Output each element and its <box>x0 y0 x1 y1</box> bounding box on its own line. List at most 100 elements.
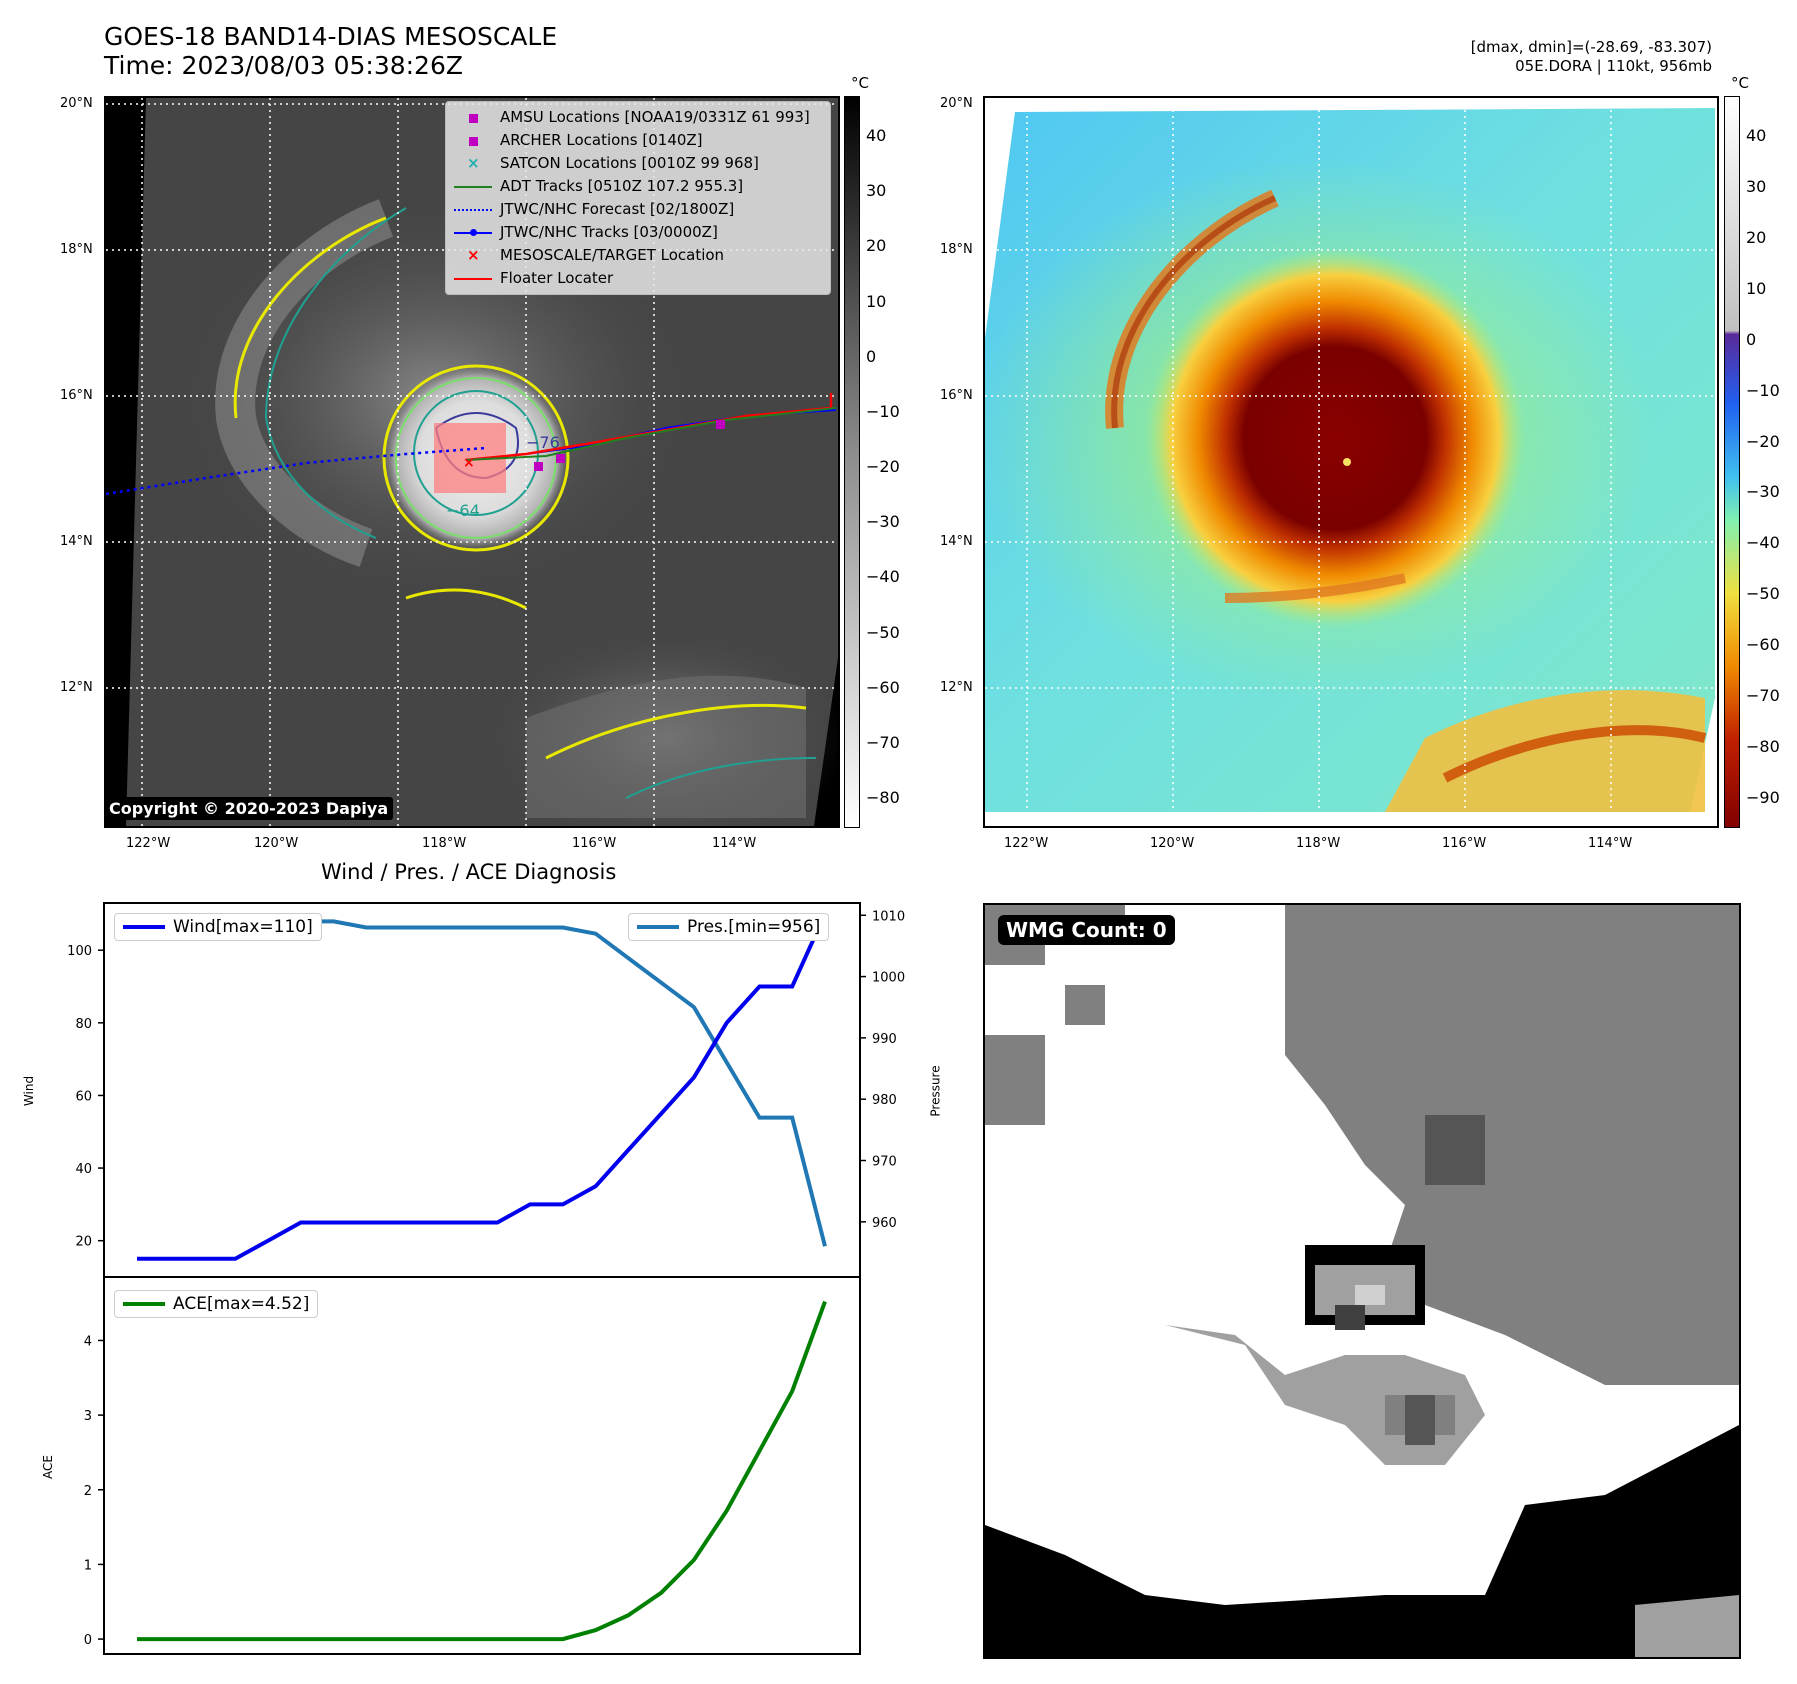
colorbar-tick-label: 30 <box>866 181 887 201</box>
diagnosis-chart-svg: 20 40 60 80 100 960 970 980 990 1000 1010 0 1 2 3 4 <box>67 902 905 1655</box>
right-colorbar <box>1724 96 1740 828</box>
lon-label: 122°W <box>1004 836 1049 851</box>
pressure-tick-label: 1010 <box>872 909 905 924</box>
title-line-1: GOES-18 BAND14-DIAS MESOSCALE <box>104 22 558 51</box>
lon-label: 116°W <box>572 836 617 851</box>
wind-legend: Wind[max=110] <box>114 913 322 941</box>
colorbar-tick-label: −40 <box>1746 533 1780 553</box>
left-map-panel: −64 −76 × <box>104 96 840 828</box>
wind-tick-label: 40 <box>75 1162 92 1177</box>
colorbar-tick-label: 0 <box>1746 329 1757 349</box>
colorbar-tick-label: 10 <box>866 291 887 311</box>
lon-label: 118°W <box>422 836 467 851</box>
ace-tick-label: 1 <box>84 1558 92 1573</box>
title-line-2: Time: 2023/08/03 05:38:26Z <box>104 51 463 80</box>
colorbar-tick-label: −30 <box>1746 482 1780 502</box>
legend-item: × MESOSCALE/TARGET Location <box>454 244 822 267</box>
lon-label: 116°W <box>1442 836 1487 851</box>
line-icon <box>454 273 492 285</box>
line-icon <box>454 181 492 193</box>
contour-label-76: −76 <box>526 433 560 452</box>
pressure-tick-label: 970 <box>872 1155 897 1170</box>
legend-label: SATCON Locations [0010Z 99 968] <box>500 154 759 172</box>
colorbar-tick-label: −60 <box>866 677 900 697</box>
lat-label: 14°N <box>940 534 973 549</box>
left-colorbar <box>844 96 860 828</box>
lon-label: 114°W <box>712 836 757 851</box>
pressure-axis-label: Pressure <box>928 1065 943 1117</box>
legend-label: JTWC/NHC Forecast [02/1800Z] <box>500 200 735 218</box>
right-map-panel <box>983 96 1719 828</box>
lat-label: 12°N <box>60 680 93 695</box>
colorbar-unit: °C <box>1731 74 1749 92</box>
legend-item: ADT Tracks [0510Z 107.2 955.3] <box>454 175 822 198</box>
pressure-legend-label: Pres.[min=956] <box>687 917 821 937</box>
pressure-tick-label: 960 <box>872 1216 897 1231</box>
wind-axis-label: Wind <box>22 1075 37 1107</box>
contour-label-64: −64 <box>446 501 480 520</box>
dotted-line-icon <box>454 204 492 216</box>
colorbar-tick-label: 10 <box>1746 278 1767 298</box>
dmax-dmin-text: [dmax, dmin]=(-28.69, -83.307) <box>1470 38 1712 56</box>
colorbar-tick-label: −20 <box>866 457 900 476</box>
colorbar-tick-label: −70 <box>866 732 900 752</box>
pressure-legend: Pres.[min=956] <box>628 913 830 941</box>
lat-label: 20°N <box>940 96 973 111</box>
colorbar-tick-label: −80 <box>1746 737 1780 757</box>
wmg-panel <box>983 903 1741 1659</box>
line-dot-icon <box>454 227 492 239</box>
lat-label: 18°N <box>60 242 93 257</box>
lat-label: 18°N <box>940 242 973 257</box>
lon-label: 120°W <box>1150 836 1195 851</box>
colorbar-tick-label: −90 <box>1746 788 1780 807</box>
wind-line-swatch <box>123 925 165 929</box>
legend-label: ADT Tracks [0510Z 107.2 955.3] <box>500 177 744 195</box>
legend-item: ARCHER Locations [0140Z] <box>454 129 822 152</box>
ace-tick-label: 3 <box>84 1409 92 1424</box>
wind-tick-label: 60 <box>75 1089 92 1104</box>
lon-label: 114°W <box>1588 836 1633 851</box>
lon-label: 120°W <box>254 836 299 851</box>
legend-item: Floater Locater <box>454 267 822 290</box>
legend-label: ARCHER Locations [0140Z] <box>500 131 703 149</box>
lat-label: 16°N <box>940 388 973 403</box>
storm-name-text: 05E.DORA | 110kt, 956mb <box>1515 57 1712 75</box>
diagnosis-title: Wind / Pres. / ACE Diagnosis <box>321 860 617 884</box>
ace-legend-label: ACE[max=4.52] <box>173 1294 310 1314</box>
colorbar-tick-label: 30 <box>1746 176 1767 196</box>
storm-info: [dmax, dmin]=(-28.69, -83.307) 05E.DORA … <box>1471 38 1712 76</box>
colorbar-tick-label: −40 <box>866 567 900 587</box>
colorbar-tick-label: −20 <box>1746 431 1780 451</box>
pressure-axis-ticks: 960 970 980 990 1000 1010 <box>860 909 905 1231</box>
colorbar-tick-label: −30 <box>866 512 900 532</box>
ace-tick-label: 4 <box>84 1334 92 1349</box>
legend-item: AMSU Locations [NOAA19/0331Z 61 993] <box>454 106 822 129</box>
lat-label: 20°N <box>60 96 93 111</box>
colorbar-tick-label: 20 <box>1746 227 1767 247</box>
pressure-tick-label: 990 <box>872 1032 897 1047</box>
wind-tick-label: 80 <box>75 1017 92 1032</box>
colorbar-unit: °C <box>851 74 869 92</box>
square-marker-icon <box>454 135 492 147</box>
square-marker-icon <box>454 112 492 124</box>
pressure-line-swatch <box>637 925 679 929</box>
figure-title: GOES-18 BAND14-DIAS MESOSCALE Time: 2023… <box>104 22 557 80</box>
pressure-tick-label: 1000 <box>872 971 905 986</box>
wmg-image <box>985 905 1739 1657</box>
legend-item: JTWC/NHC Forecast [02/1800Z] <box>454 198 822 221</box>
wind-series-line <box>137 913 827 1261</box>
legend-item: × SATCON Locations [0010Z 99 968] <box>454 152 822 175</box>
wind-legend-label: Wind[max=110] <box>173 917 313 937</box>
x-marker-icon: × <box>467 153 480 172</box>
copyright-badge: Copyright © 2020-2023 Dapiya <box>104 797 394 820</box>
legend-label: MESOSCALE/TARGET Location <box>500 246 725 264</box>
colorbar-tick-label: −70 <box>1746 686 1780 706</box>
lat-label: 12°N <box>940 680 973 695</box>
ace-line-swatch <box>123 1302 165 1306</box>
wind-tick-label: 20 <box>75 1235 92 1250</box>
legend-item: JTWC/NHC Tracks [03/0000Z] <box>454 221 822 244</box>
colorbar-tick-label: 0 <box>866 346 877 366</box>
colorbar-tick-label: −10 <box>866 401 900 421</box>
x-marker-icon: × <box>467 245 480 264</box>
colorbar-tick-label: −80 <box>866 788 900 807</box>
